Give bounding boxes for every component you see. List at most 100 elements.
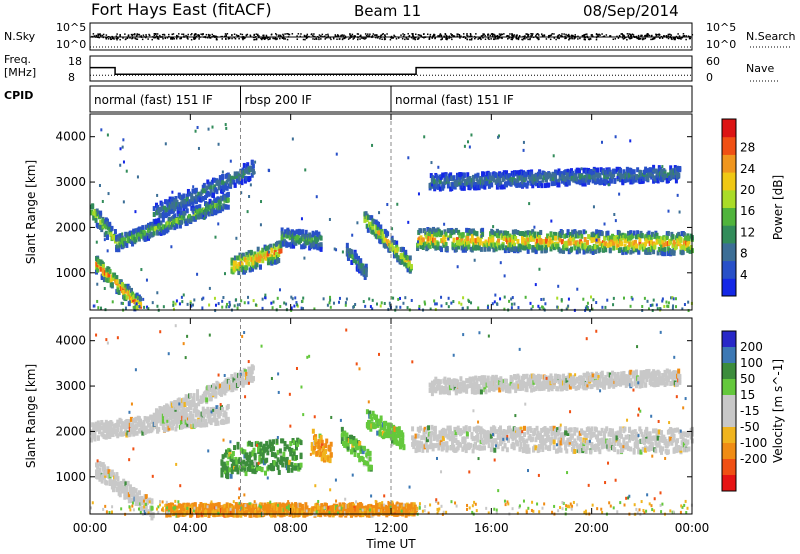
heatmap-cell <box>285 242 289 248</box>
heatmap-cell <box>148 228 152 234</box>
noise-point <box>541 35 544 38</box>
heatmap-cell <box>111 472 115 478</box>
noise-point <box>609 35 612 37</box>
heatmap-cell <box>554 232 558 238</box>
noise-point <box>145 35 148 38</box>
noise-point <box>568 35 570 37</box>
heatmap-cell <box>220 472 224 478</box>
heatmap-cell <box>294 240 298 246</box>
colorbar-segment <box>722 189 736 208</box>
noise-point <box>655 34 658 37</box>
heatmap-cell <box>375 302 378 306</box>
heatmap-cell <box>281 462 285 468</box>
noise-point <box>154 36 157 39</box>
heatmap-cell <box>194 129 197 133</box>
noise-point <box>231 34 233 36</box>
heatmap-cell <box>417 192 420 196</box>
heatmap-cell <box>540 183 544 189</box>
heatmap-cell <box>276 240 280 246</box>
heatmap-cell <box>165 212 169 218</box>
noise-point <box>644 34 647 37</box>
heatmap-cell <box>243 449 247 455</box>
heatmap-cell <box>544 177 548 183</box>
heatmap-cell <box>329 452 333 458</box>
heatmap-cell <box>125 489 129 495</box>
colorbar-segment <box>722 278 736 297</box>
freq-left-tick: 18 <box>68 55 82 68</box>
noise-point <box>467 35 469 37</box>
heatmap-cell <box>447 296 450 300</box>
heatmap-cell <box>505 170 509 176</box>
colorbar-label: Power [dB] <box>771 175 785 240</box>
noise-point <box>227 36 230 39</box>
heatmap-cell <box>313 235 317 241</box>
heatmap-cell <box>664 241 668 247</box>
heatmap-cell <box>109 231 113 237</box>
heatmap-cell <box>379 235 383 241</box>
noise-point <box>687 35 690 37</box>
heatmap-cell <box>395 241 398 245</box>
heatmap-cell <box>324 443 328 449</box>
heatmap-cell <box>487 172 491 178</box>
heatmap-cell <box>580 167 583 171</box>
heatmap-cell <box>431 183 434 187</box>
heatmap-cell <box>671 234 675 240</box>
heatmap-cell <box>253 452 257 458</box>
heatmap-cell <box>235 298 238 302</box>
heatmap-cell <box>184 204 188 210</box>
heatmap-cell <box>563 233 567 239</box>
noise-point <box>142 34 145 36</box>
heatmap-cell <box>205 397 209 403</box>
heatmap-cell <box>178 223 182 229</box>
heatmap-cell <box>523 245 527 251</box>
heatmap-cell <box>90 437 93 443</box>
noise-point <box>688 37 691 40</box>
noise-point <box>656 33 658 36</box>
noise-point <box>584 36 587 39</box>
heatmap-cell <box>192 408 196 414</box>
heatmap-cell <box>408 255 412 261</box>
heatmap-cell <box>661 239 665 245</box>
heatmap-cell <box>103 286 106 290</box>
heatmap-cell <box>620 235 624 241</box>
heatmap-cell <box>515 170 519 176</box>
heatmap-cell <box>345 297 348 301</box>
noise-point <box>446 38 448 41</box>
heatmap-cell <box>100 476 104 482</box>
noise-point <box>263 38 266 40</box>
noise-left-tick: 10^0 <box>56 38 86 51</box>
heatmap-cell <box>663 247 667 253</box>
heatmap-cell <box>185 193 189 199</box>
heatmap-cell <box>430 161 433 165</box>
heatmap-cell <box>265 245 269 251</box>
heatmap-cell <box>103 238 106 242</box>
heatmap-cell <box>452 175 456 181</box>
noise-point <box>263 34 265 37</box>
heatmap-cell <box>338 300 341 304</box>
noise-point <box>275 38 277 41</box>
heatmap-cell <box>221 406 225 412</box>
heatmap-cell <box>335 152 338 156</box>
noise-point <box>266 37 269 39</box>
heatmap-cell <box>252 447 256 453</box>
heatmap-cell <box>273 460 277 466</box>
heatmap-cell <box>295 301 298 305</box>
heatmap-cell <box>356 221 359 225</box>
heatmap-cell <box>661 297 664 301</box>
heatmap-cell <box>99 266 103 272</box>
heatmap-cell <box>96 299 99 303</box>
noise-point <box>392 37 394 39</box>
heatmap-cell <box>390 237 394 243</box>
heatmap-cell <box>461 182 465 188</box>
noise-point <box>253 34 255 37</box>
heatmap-cell <box>192 185 195 189</box>
noise-point <box>522 37 525 40</box>
noise-point <box>428 38 431 40</box>
heatmap-cell <box>180 420 184 426</box>
noise-point <box>235 34 238 36</box>
heatmap-cell <box>159 420 163 426</box>
heatmap-cell <box>340 426 344 432</box>
heatmap-cell <box>582 229 586 235</box>
heatmap-cell <box>229 473 233 479</box>
heatmap-cell <box>534 181 538 187</box>
